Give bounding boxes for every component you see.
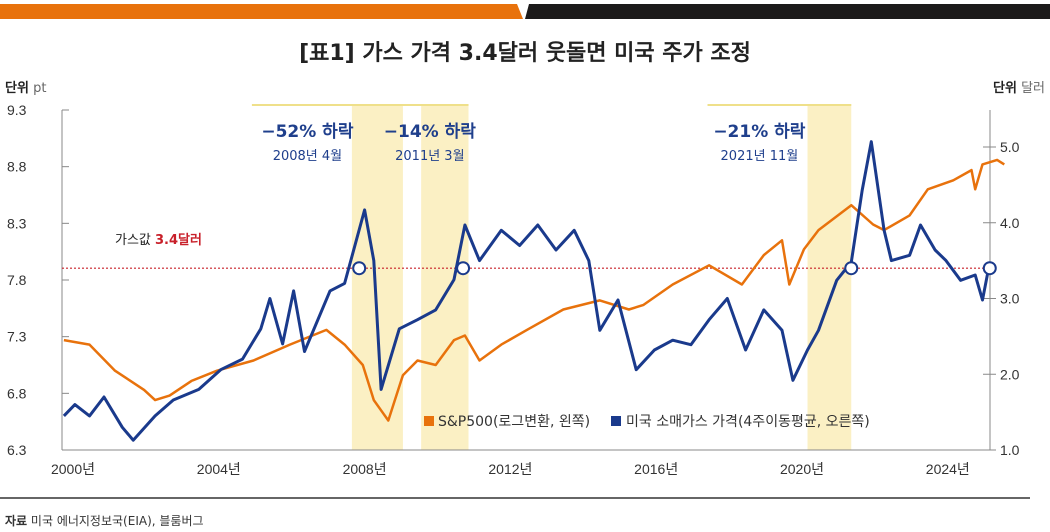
source-text: 미국 에너지정보국(EIA), 블룸버그 <box>31 514 204 528</box>
right-tick-label: 3.0 <box>1000 291 1020 307</box>
band-drop-pct: −21% 하락 <box>713 122 805 142</box>
chart-title: [표1] 가스 가격 3.4달러 웃돌면 미국 주가 조정 <box>299 41 751 66</box>
legend-label-sp500: S&P500(로그변환, 왼쪽) <box>438 414 590 430</box>
band-date: 2021년 11월 <box>721 149 799 164</box>
shaded-band <box>351 104 403 450</box>
left-tick-label: 6.8 <box>7 385 27 401</box>
top-bar-dark <box>525 4 1050 19</box>
shaded-band <box>421 104 469 450</box>
x-tick-label: 2020년 <box>780 461 824 477</box>
band-date: 2011년 3월 <box>395 149 464 164</box>
source-label: 자료 <box>5 513 27 528</box>
left-unit-value: pt <box>33 81 46 96</box>
top-bar <box>0 4 1050 19</box>
band-date: 2008년 4월 <box>273 149 342 164</box>
left-tick-label: 9.3 <box>7 102 27 118</box>
right-tick-label: 2.0 <box>1000 366 1020 382</box>
x-tick-label: 2000년 <box>51 461 95 477</box>
x-tick-label: 2008년 <box>343 461 387 477</box>
threshold-label-value: 3.4달러 <box>155 232 202 248</box>
right-tick-label: 1.0 <box>1000 442 1020 458</box>
x-tick-label: 2004년 <box>197 461 241 477</box>
shaded-band <box>807 104 852 450</box>
left-tick-label: 7.3 <box>7 329 27 345</box>
right-tick-label: 4.0 <box>1000 215 1020 231</box>
left-tick-label: 8.8 <box>7 159 27 175</box>
threshold-label: 가스값 3.4달러 <box>115 232 202 248</box>
threshold-cross-marker <box>844 261 859 276</box>
left-unit-label: 단위 <box>5 80 29 96</box>
band-drop-pct: −52% 하락 <box>261 122 353 142</box>
threshold-label-prefix: 가스값 <box>115 233 155 248</box>
threshold-cross-marker <box>352 261 367 276</box>
right-unit-label: 단위 <box>993 80 1017 96</box>
band-drop-pct: −14% 하락 <box>384 122 476 142</box>
right-unit: 단위 달러 <box>993 80 1045 96</box>
legend: S&P500(로그변환, 왼쪽) 미국 소매가스 가격(4주이동평균, 오른쪽) <box>424 414 870 430</box>
right-unit-value: 달러 <box>1021 81 1045 96</box>
threshold-cross-marker <box>982 261 997 276</box>
left-tick-label: 8.3 <box>7 215 27 231</box>
left-tick-label: 7.8 <box>7 272 27 288</box>
left-unit: 단위 pt <box>5 80 46 96</box>
top-bar-orange <box>0 4 523 19</box>
legend-swatch-gas <box>611 416 621 426</box>
left-tick-label: 6.3 <box>7 442 27 458</box>
legend-swatch-sp500 <box>424 416 434 426</box>
right-tick-label: 5.0 <box>1000 139 1020 155</box>
legend-label-gas: 미국 소매가스 가격(4주이동평균, 오른쪽) <box>626 414 870 430</box>
sp500-line <box>63 158 1005 422</box>
threshold-cross-marker <box>456 261 471 276</box>
x-tick-label: 2012년 <box>488 461 532 477</box>
x-tick-label: 2024년 <box>926 461 970 477</box>
x-tick-label: 2016년 <box>634 461 678 477</box>
gas-price-line <box>62 140 992 442</box>
source: 자료 미국 에너지정보국(EIA), 블룸버그 <box>5 513 204 528</box>
